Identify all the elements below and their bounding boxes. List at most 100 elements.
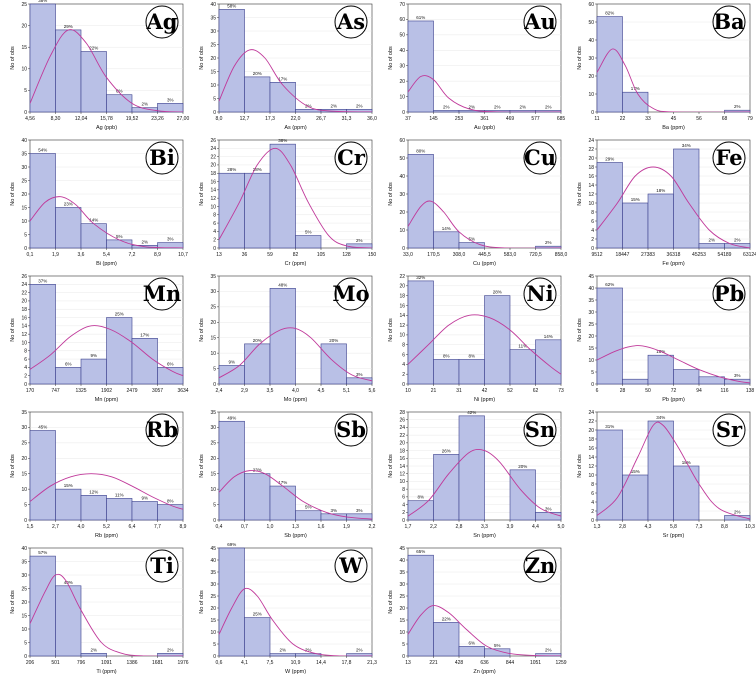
y-axis-label: No of obs (10, 182, 16, 206)
normal-curve (597, 48, 750, 112)
y-tick-label: 18 (399, 448, 405, 454)
y-tick-label: 4 (213, 229, 216, 235)
x-tick-label: 2,8 (456, 524, 463, 530)
histogram-bar (320, 343, 347, 385)
x-tick-label: 28 (620, 388, 626, 394)
bar-percent-label: 22% (442, 616, 451, 621)
histogram-bar (346, 377, 373, 385)
bar-percent-label: 61% (416, 15, 425, 20)
histogram-bar (106, 239, 133, 249)
element-badge (523, 277, 557, 311)
x-tick-label: 33 (645, 116, 651, 122)
x-tick-label: 308,0 (453, 252, 466, 258)
x-tick-label: 170,5 (427, 252, 440, 258)
bar-percent-label: 2% (305, 103, 312, 108)
element-badge (712, 141, 746, 175)
histogram-bar (269, 143, 296, 249)
x-tick-label: 636 (480, 660, 489, 666)
x-tick-label: 7,5 (267, 660, 274, 666)
element-symbol: Mn (143, 281, 182, 306)
histogram-bar (244, 76, 271, 113)
y-tick-label: 24 (210, 146, 216, 152)
y-tick-label: 24 (21, 282, 27, 288)
bar-percent-label: 8% (417, 495, 424, 500)
y-tick-label: 15 (21, 45, 27, 51)
y-tick-label: 0 (213, 110, 216, 116)
y-tick-label: 40 (399, 48, 405, 54)
y-tick-label: 10 (21, 487, 27, 493)
y-tick-label: 22 (588, 147, 594, 153)
y-tick-label: 40 (210, 2, 216, 8)
x-tick-label: 501 (51, 660, 60, 666)
histogram-bar (29, 3, 56, 113)
x-tick-label: 21,3 (367, 660, 377, 666)
y-tick-label: 14 (399, 313, 405, 319)
histogram-bar (509, 349, 536, 385)
y-tick-label: 20 (21, 299, 27, 305)
element-symbol: Pb (714, 281, 744, 306)
y-tick-label: 10 (399, 228, 405, 234)
y-tick-label: 20 (210, 320, 216, 326)
y-axis-label: No of obs (388, 46, 394, 70)
x-tick-label: 5,2 (103, 524, 110, 530)
x-tick-label: 4,1 (241, 660, 248, 666)
bar-percent-label: 9% (141, 495, 148, 500)
y-axis-label: No of obs (10, 318, 16, 342)
y-axis-label: No of obs (199, 46, 205, 70)
y-tick-label: 0 (591, 382, 594, 388)
y-axis-label: No of obs (577, 318, 583, 342)
normal-curve (30, 573, 183, 656)
y-tick-label: 50 (399, 33, 405, 39)
x-tick-label: 7,3 (696, 524, 703, 530)
y-tick-label: 30 (399, 64, 405, 70)
x-tick-label: 3,9 (507, 524, 514, 530)
bar-percent-label: 28% (227, 167, 236, 172)
y-tick-label: 12 (588, 192, 594, 198)
y-tick-label: 35 (21, 410, 27, 416)
bar-percent-label: 20% (253, 71, 262, 76)
y-tick-label: 8 (402, 343, 405, 349)
y-tick-label: 0 (402, 382, 405, 388)
x-tick-label: 33,0 (403, 252, 413, 258)
x-tick-label: 27,00 (177, 116, 190, 122)
y-tick-label: 70 (399, 2, 405, 8)
bar-percent-label: 20% (329, 338, 338, 343)
x-tick-label: 206 (26, 660, 35, 666)
bar-percent-label: 15% (631, 469, 640, 474)
x-tick-label: 82 (293, 252, 299, 258)
x-tick-label: 685 (557, 116, 566, 122)
y-tick-label: 15 (21, 472, 27, 478)
y-tick-label: 20 (588, 334, 594, 340)
bar-percent-label: 26% (442, 448, 451, 453)
normal-curve (408, 605, 561, 656)
element-symbol: Cr (337, 145, 366, 170)
normal-curve (408, 200, 561, 248)
x-tick-label: 8,0 (216, 116, 223, 122)
element-badge (334, 141, 368, 175)
element-symbol: Ti (150, 553, 174, 578)
histogram-bar (596, 429, 623, 521)
y-tick-label: 25 (21, 178, 27, 184)
histogram-ni: 0 2 4 6 8 10 12 14 16 18 20 22 32% 8% 8% 28% 11% 14% 10 21 3… (388, 274, 564, 403)
x-tick-label: 1,0 (267, 524, 274, 530)
y-tick-label: 2 (213, 237, 216, 243)
y-tick-label: 10 (399, 94, 405, 100)
x-tick-label: 13 (216, 252, 222, 258)
bar-percent-label: 2% (545, 648, 552, 653)
histogram-bar (407, 554, 434, 657)
y-tick-label: 18 (588, 165, 594, 171)
y-tick-label: 10 (210, 83, 216, 89)
y-tick-label: 25 (210, 594, 216, 600)
y-tick-label: 30 (399, 582, 405, 588)
y-tick-label: 14 (588, 183, 594, 189)
bar-percent-label: 57% (38, 550, 47, 555)
y-tick-label: 12 (588, 464, 594, 470)
histogram-bar (433, 359, 460, 385)
y-tick-label: 10 (21, 627, 27, 633)
histogram-bar (673, 465, 700, 521)
y-tick-label: 35 (210, 570, 216, 576)
element-badge (523, 141, 557, 175)
x-tick-label: 19,52 (126, 116, 139, 122)
histogram-bar (80, 653, 107, 657)
